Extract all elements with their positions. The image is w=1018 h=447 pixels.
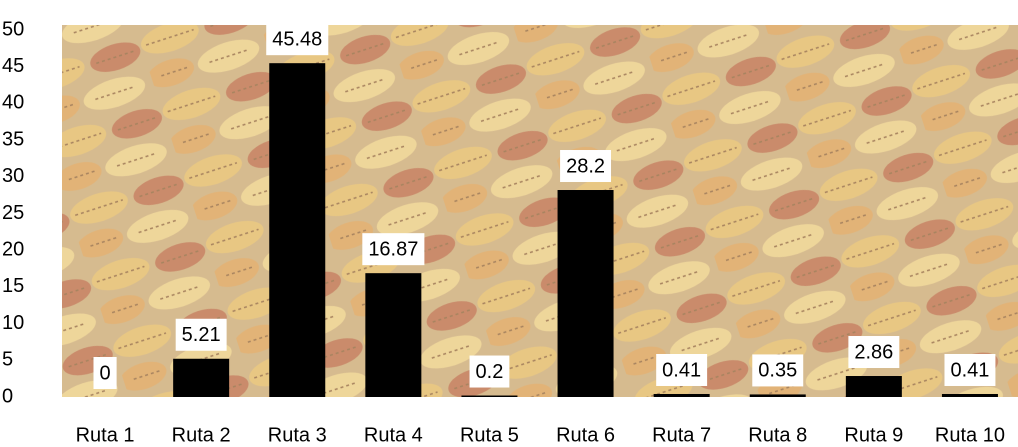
value-label: 2.86 <box>854 341 893 363</box>
y-tick-label: 40 <box>2 92 24 114</box>
chart: 05101520253035404550Ruta 10Ruta 25.21Rut… <box>0 0 1018 447</box>
bar <box>365 273 421 397</box>
x-tick-label: Ruta 7 <box>652 424 711 446</box>
value-label: 0.41 <box>662 359 701 381</box>
y-tick-label: 20 <box>2 238 24 260</box>
y-tick-label: 50 <box>2 18 24 40</box>
x-tick-label: Ruta 9 <box>844 424 903 446</box>
y-tick-label: 15 <box>2 275 24 297</box>
value-label: 0.2 <box>476 361 504 383</box>
x-tick-label: Ruta 8 <box>748 424 807 446</box>
value-label: 45.48 <box>272 28 322 50</box>
bar <box>558 190 614 397</box>
x-tick-label: Ruta 5 <box>460 424 519 446</box>
y-tick-label: 5 <box>2 349 13 371</box>
value-label: 28.2 <box>566 155 605 177</box>
bar <box>942 394 998 397</box>
y-tick-label: 0 <box>2 385 13 407</box>
bar <box>846 376 902 397</box>
bar <box>461 396 517 397</box>
y-tick-label: 10 <box>2 312 24 334</box>
x-tick-label: Ruta 3 <box>268 424 327 446</box>
x-tick-label: Ruta 2 <box>172 424 231 446</box>
bar <box>654 394 710 397</box>
x-tick-label: Ruta 6 <box>556 424 615 446</box>
y-tick-label: 45 <box>2 55 24 77</box>
y-tick-label: 25 <box>2 202 24 224</box>
x-tick-label: Ruta 10 <box>935 424 1005 446</box>
x-tick-label: Ruta 4 <box>364 424 423 446</box>
y-tick-label: 30 <box>2 165 24 187</box>
x-tick-label: Ruta 1 <box>76 424 135 446</box>
bar <box>173 359 229 397</box>
y-tick-label: 35 <box>2 128 24 150</box>
value-label: 16.87 <box>368 238 418 260</box>
value-label: 0.41 <box>950 359 989 381</box>
value-label: 0 <box>99 362 110 384</box>
value-label: 5.21 <box>182 324 221 346</box>
bar <box>269 63 325 397</box>
value-label: 0.35 <box>758 360 797 382</box>
bar <box>750 394 806 397</box>
